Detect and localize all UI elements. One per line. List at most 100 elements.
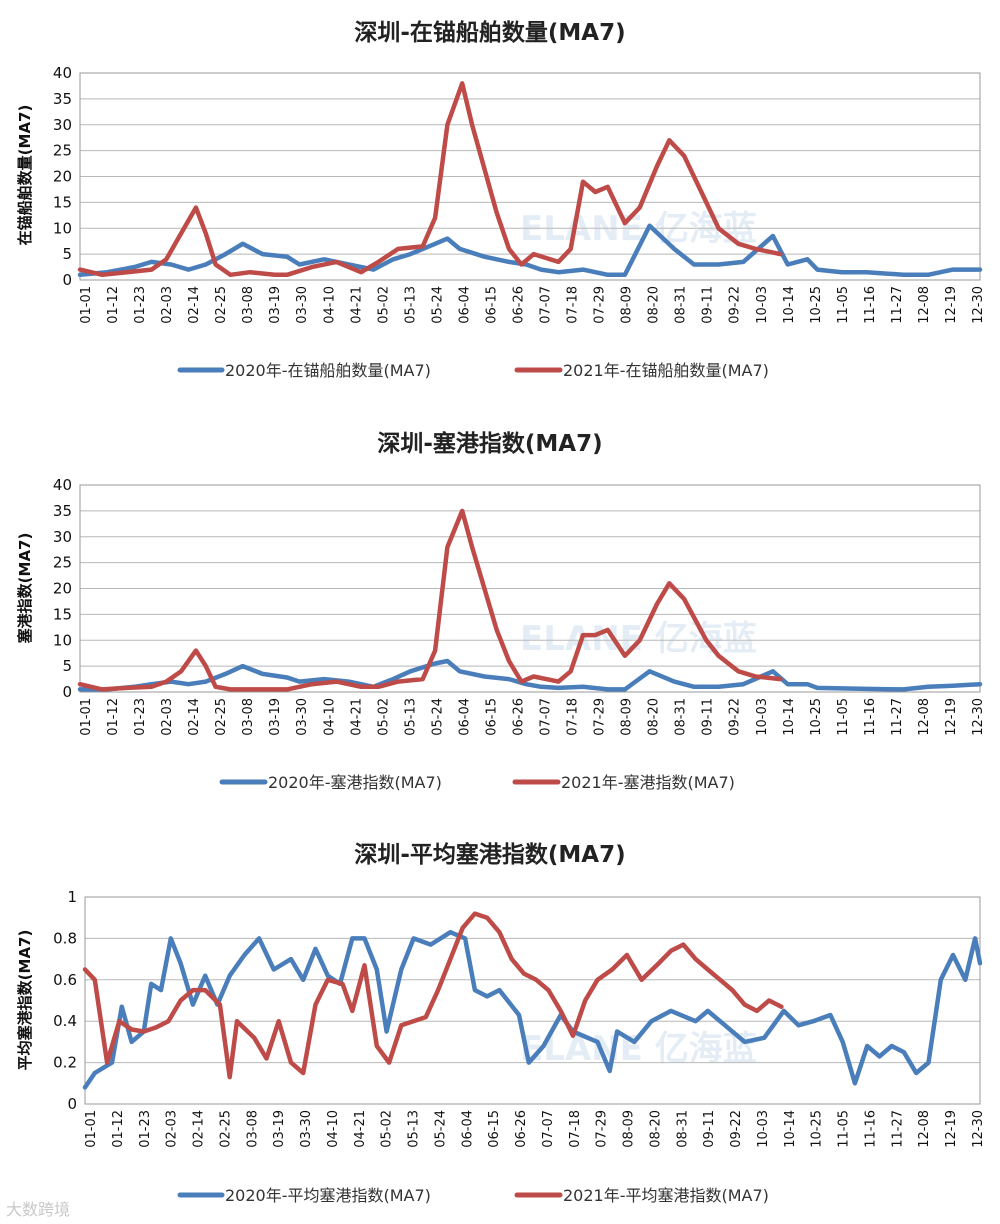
x-tick-label: 03-30 — [299, 1110, 314, 1148]
x-tick-label: 09-22 — [728, 286, 743, 324]
x-tick-label: 11-27 — [890, 698, 905, 736]
x-tick-label: 10-14 — [782, 286, 797, 324]
x-tick-label: 06-04 — [460, 1110, 475, 1148]
y-tick-label: 40 — [53, 476, 72, 494]
x-tick-label: 03-19 — [268, 286, 283, 324]
x-tick-label: 10-03 — [755, 286, 770, 324]
x-tick-label: 05-13 — [403, 286, 418, 324]
y-tick-label: 10 — [53, 219, 72, 237]
x-tick-label: 07-18 — [566, 286, 581, 324]
x-tick-label: 08-20 — [647, 286, 662, 324]
x-tick-label: 07-07 — [539, 286, 554, 324]
x-tick-label: 11-16 — [863, 286, 878, 324]
x-tick-label: 03-19 — [268, 698, 283, 736]
plot-area — [84, 896, 981, 1105]
x-tick-label: 01-01 — [84, 1110, 99, 1148]
series-line-2021 — [82, 911, 784, 1080]
x-tick-label: 09-22 — [729, 1110, 744, 1148]
x-tick-label: 10-25 — [810, 1110, 825, 1148]
x-tick-label: 08-20 — [647, 698, 662, 736]
plot-area — [79, 484, 981, 693]
legend-label-2020: 2020年-在锚船舶数量(MA7) — [225, 361, 431, 380]
y-tick-label: 20 — [53, 580, 72, 598]
x-tick-label: 04-21 — [349, 698, 364, 736]
x-tick-label: 06-15 — [487, 1110, 502, 1148]
y-tick-label: 0.2 — [53, 1054, 77, 1072]
x-tick-label: 05-13 — [403, 698, 418, 736]
avg-congestion-index-chart: 深圳-平均塞港指数(MA7) 平均塞港指数(MA7) 2020年-平均塞港指数(… — [16, 841, 986, 1205]
footer-logo: 大数跨境 — [6, 1196, 70, 1220]
x-tick-label: 12-08 — [917, 1110, 932, 1148]
chart-title: 深圳-在锚船舶数量(MA7) — [354, 19, 625, 46]
x-tick-label: 02-03 — [165, 1110, 180, 1148]
x-tick-label: 01-23 — [133, 286, 148, 324]
y-tick-label: 5 — [62, 657, 72, 675]
y-tick-label: 30 — [53, 116, 72, 134]
x-tick-label: 06-26 — [511, 698, 526, 736]
x-tick-label: 02-25 — [214, 698, 229, 736]
legend-label-2020: 2020年-平均塞港指数(MA7) — [225, 1186, 431, 1205]
x-tick-label: 04-10 — [322, 698, 337, 736]
y-tick-label: 10 — [53, 631, 72, 649]
x-tick-label: 12-19 — [944, 286, 959, 324]
x-tick-label: 12-30 — [971, 1110, 986, 1148]
x-tick-label: 11-27 — [890, 1110, 905, 1148]
y-axis-label: 平均塞港指数(MA7) — [16, 930, 34, 1071]
x-tick-label: 05-13 — [407, 1110, 422, 1148]
x-tick-label: 05-02 — [380, 1110, 395, 1148]
x-tick-label: 03-30 — [295, 698, 310, 736]
x-tick-label: 11-05 — [836, 698, 851, 736]
x-tick-label: 08-20 — [648, 1110, 663, 1148]
x-tick-label: 02-14 — [192, 1110, 207, 1148]
x-tick-label: 11-16 — [863, 698, 878, 736]
x-tick-label: 03-19 — [272, 1110, 287, 1148]
x-tick-label: 07-29 — [595, 1110, 610, 1148]
x-tick-label: 06-26 — [514, 1110, 529, 1148]
legend-label-2021: 2021年-塞港指数(MA7) — [561, 773, 735, 792]
x-tick-label: 01-12 — [111, 1110, 126, 1148]
y-tick-label: 0 — [67, 1095, 77, 1113]
y-tick-label: 25 — [53, 142, 72, 160]
x-tick-label: 06-15 — [484, 698, 499, 736]
y-tick-label: 40 — [53, 64, 72, 82]
x-tick-label: 08-09 — [620, 698, 635, 736]
x-tick-label: 12-19 — [944, 698, 959, 736]
y-tick-label: 15 — [53, 605, 72, 623]
x-tick-label: 01-01 — [79, 286, 94, 324]
x-tick-label: 02-03 — [160, 698, 175, 736]
x-tick-label: 05-02 — [376, 286, 391, 324]
x-tick-label: 09-11 — [701, 286, 716, 324]
y-tick-label: 5 — [62, 245, 72, 263]
y-tick-label: 0 — [62, 271, 72, 289]
x-tick-label: 12-30 — [971, 698, 986, 736]
x-tick-label: 09-11 — [702, 1110, 717, 1148]
x-tick-label: 07-18 — [566, 698, 581, 736]
x-tick-label: 01-23 — [138, 1110, 153, 1148]
chart-title: 深圳-平均塞港指数(MA7) — [354, 841, 625, 868]
x-tick-label: 12-19 — [944, 1110, 959, 1148]
x-tick-label: 10-14 — [782, 698, 797, 736]
x-tick-label: 07-29 — [593, 698, 608, 736]
x-tick-label: 07-29 — [593, 286, 608, 324]
series-line-2020 — [77, 658, 983, 692]
y-axis-label: 塞港指数(MA7) — [16, 533, 34, 644]
x-tick-label: 08-31 — [674, 698, 689, 736]
x-tick-label: 09-11 — [701, 698, 716, 736]
y-tick-label: 25 — [53, 554, 72, 572]
x-tick-label: 04-21 — [349, 286, 364, 324]
y-tick-label: 35 — [53, 502, 72, 520]
x-tick-label: 11-05 — [836, 286, 851, 324]
y-tick-label: 1 — [67, 888, 77, 906]
x-tick-label: 10-03 — [755, 698, 770, 736]
y-axis-label: 在锚船舶数量(MA7) — [16, 105, 34, 246]
x-tick-label: 07-07 — [541, 1110, 556, 1148]
x-tick-label: 08-31 — [675, 1110, 690, 1148]
y-tick-label: 0 — [62, 683, 72, 701]
x-tick-label: 02-03 — [160, 286, 175, 324]
x-tick-label: 04-10 — [326, 1110, 341, 1148]
y-tick-label: 30 — [53, 528, 72, 546]
x-tick-label: 01-12 — [106, 698, 121, 736]
x-tick-label: 02-25 — [214, 286, 229, 324]
x-tick-label: 07-07 — [539, 698, 554, 736]
x-tick-label: 07-18 — [568, 1110, 583, 1148]
